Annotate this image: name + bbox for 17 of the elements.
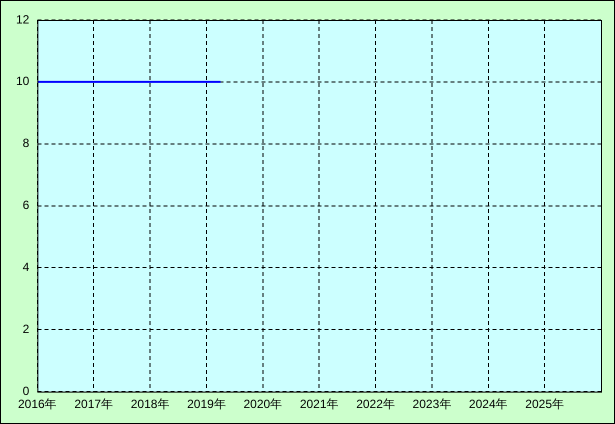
y-tick-label: 8 <box>22 136 30 150</box>
x-tick-label: 2017年 <box>74 397 114 412</box>
y-tick-label: 4 <box>22 260 30 274</box>
x-tick-label: 2025年 <box>525 397 564 412</box>
x-tick-label: 2022年 <box>356 397 395 412</box>
y-tick-label: 12 <box>16 12 30 26</box>
x-tick-label: 2023年 <box>412 397 452 412</box>
y-tick-label: 6 <box>22 198 30 212</box>
y-tick-label: 2 <box>22 322 30 336</box>
y-tick-label: 0 <box>22 384 30 398</box>
x-tick-label: 2016年 <box>18 397 57 412</box>
y-tick-label: 10 <box>16 74 30 88</box>
x-tick-label: 2020年 <box>243 397 282 412</box>
x-tick-label: 2024年 <box>468 397 508 412</box>
x-tick-label: 2021年 <box>300 397 339 412</box>
x-tick-label: 2019年 <box>187 397 226 412</box>
x-tick-label: 2018年 <box>130 397 170 412</box>
